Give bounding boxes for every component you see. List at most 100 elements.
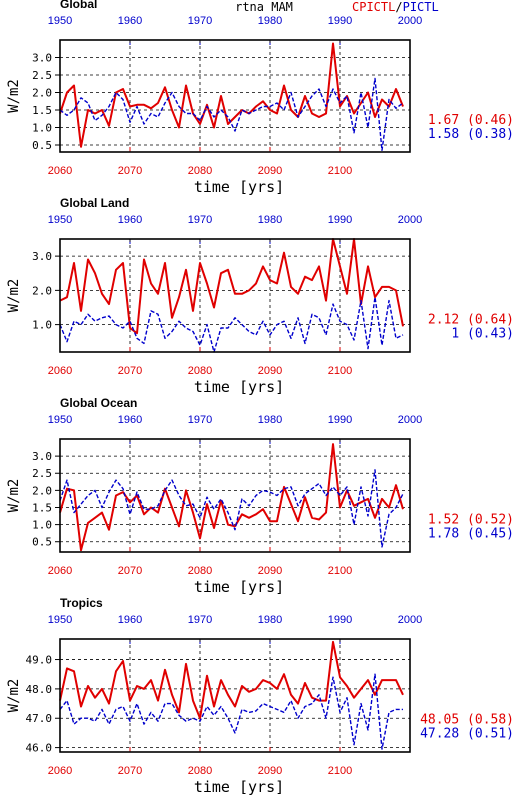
- bottom-tick-label: 2090: [258, 165, 282, 177]
- bottom-tick-label: 2090: [258, 565, 282, 577]
- top-tick-label: 1990: [328, 414, 352, 426]
- header-center-title: rtna MAM: [235, 0, 293, 14]
- legend-sep: /: [395, 0, 402, 14]
- y-tick-label: 1.0: [32, 122, 52, 135]
- top-tick-label: 2000: [398, 414, 422, 426]
- top-tick-label: 1960: [118, 614, 142, 626]
- bottom-tick-label: 2090: [258, 765, 282, 777]
- stat-blue: 47.28 (0.51): [420, 727, 514, 742]
- panel-4: Tropics 1950 1960 1970 1980 1990 2000 46.0 47.0 4…: [6, 596, 514, 796]
- panel-2: Global Land 1950 1960 1970 1980 1990 2000 1.0 2.…: [6, 196, 514, 396]
- bottom-tick-label: 2060: [48, 165, 72, 177]
- stat-red: 1.67 (0.46): [428, 113, 514, 128]
- stat-blue: 1.58 (0.38): [428, 127, 514, 142]
- series-pictl-line: [59, 296, 404, 353]
- top-tick-label: 1980: [258, 15, 282, 27]
- header-legend: CPICTL/PICTL: [352, 0, 439, 14]
- bottom-tick-label: 2070: [118, 565, 142, 577]
- panel-title: Global Ocean: [60, 396, 137, 410]
- y-axis-label: W/m2: [6, 79, 22, 113]
- x-axis-label: time [yrs]: [194, 178, 284, 196]
- y-tick-label: 0.5: [32, 536, 52, 549]
- y-tick-label: 48.0: [26, 683, 53, 696]
- top-tick-label: 1950: [48, 15, 72, 27]
- bottom-tick-label: 2080: [188, 365, 212, 377]
- top-tick-label: 1970: [188, 414, 212, 426]
- top-tick-label: 1980: [258, 414, 282, 426]
- bottom-tick-label: 2070: [118, 365, 142, 377]
- top-tick-label: 1990: [328, 614, 352, 626]
- plot-frame: [59, 39, 411, 153]
- series-pictl-line: [59, 77, 404, 152]
- bottom-tick-label: 2080: [188, 165, 212, 177]
- series-cpictl-line: [59, 443, 404, 552]
- y-axis-label: W/m2: [6, 279, 22, 313]
- series-cpictl-line: [59, 42, 404, 148]
- stat-blue: 1 (0.43): [451, 327, 514, 342]
- top-tick-label: 1950: [48, 414, 72, 426]
- bottom-tick-label: 2060: [48, 565, 72, 577]
- y-tick-label: 2.5: [32, 69, 52, 82]
- plot-frame: [59, 638, 411, 753]
- top-tick-label: 1970: [188, 614, 212, 626]
- plot-frame: [59, 238, 411, 353]
- plot-frame: [59, 438, 411, 553]
- bottom-tick-label: 2070: [118, 165, 142, 177]
- y-tick-label: 3.0: [32, 52, 52, 65]
- bottom-tick-label: 2080: [188, 565, 212, 577]
- y-tick-label: 46.0: [26, 742, 53, 755]
- stat-red: 48.05 (0.58): [420, 713, 514, 728]
- top-tick-label: 1960: [118, 15, 142, 27]
- top-tick-label: 1990: [328, 15, 352, 27]
- y-tick-label: 2.0: [32, 484, 52, 497]
- x-axis-label: time [yrs]: [194, 578, 284, 596]
- bottom-tick-label: 2070: [118, 765, 142, 777]
- series-cpictl-line: [59, 238, 404, 335]
- stat-red: 1.52 (0.52): [428, 513, 514, 528]
- series-pictl-line: [59, 469, 404, 548]
- top-tick-label: 1980: [258, 614, 282, 626]
- series-cpictl-line: [59, 640, 404, 720]
- legend-red: CPICTL: [352, 0, 395, 14]
- bottom-tick-label: 2090: [258, 365, 282, 377]
- bottom-tick-label: 2080: [188, 765, 212, 777]
- panel-title: Global: [60, 0, 97, 11]
- bottom-tick-label: 2060: [48, 765, 72, 777]
- stat-blue: 1.78 (0.45): [428, 527, 514, 542]
- top-tick-label: 1980: [258, 214, 282, 226]
- panel-3: Global Ocean 1950 1960 1970 1980 1990 2000 0.5 1…: [6, 396, 514, 596]
- top-tick-label: 1950: [48, 214, 72, 226]
- y-tick-label: 49.0: [26, 654, 53, 667]
- stat-red: 2.12 (0.64): [428, 313, 514, 328]
- y-tick-label: 3.0: [32, 250, 52, 263]
- panel-1: Global 1950 1960 1970 1980 1990 2000 0.5 1.0 1.5 2…: [6, 0, 514, 196]
- y-tick-label: 1.5: [32, 501, 52, 514]
- y-tick-label: 1.0: [32, 519, 52, 532]
- top-tick-label: 2000: [398, 214, 422, 226]
- bottom-tick-label: 2100: [328, 165, 352, 177]
- y-tick-label: 2.0: [32, 284, 52, 297]
- y-axis-label: W/m2: [6, 479, 22, 513]
- top-tick-label: 2000: [398, 614, 422, 626]
- bottom-tick-label: 2100: [328, 765, 352, 777]
- top-tick-label: 1950: [48, 614, 72, 626]
- y-axis-label: W/m2: [6, 679, 22, 713]
- top-tick-label: 1960: [118, 414, 142, 426]
- bottom-tick-label: 2060: [48, 365, 72, 377]
- y-tick-label: 1.0: [32, 319, 52, 332]
- top-tick-label: 1970: [188, 15, 212, 27]
- series-pictl-line: [59, 673, 403, 750]
- bottom-tick-label: 2100: [328, 565, 352, 577]
- top-tick-label: 2000: [398, 15, 422, 27]
- top-tick-label: 1970: [188, 214, 212, 226]
- bottom-tick-label: 2100: [328, 365, 352, 377]
- top-tick-label: 1990: [328, 214, 352, 226]
- y-tick-label: 2.5: [32, 467, 52, 480]
- top-tick-label: 1960: [118, 214, 142, 226]
- y-tick-label: 3.0: [32, 450, 52, 463]
- panel-title: Global Land: [60, 196, 129, 210]
- x-axis-label: time [yrs]: [194, 378, 284, 396]
- x-axis-label: time [yrs]: [194, 778, 284, 796]
